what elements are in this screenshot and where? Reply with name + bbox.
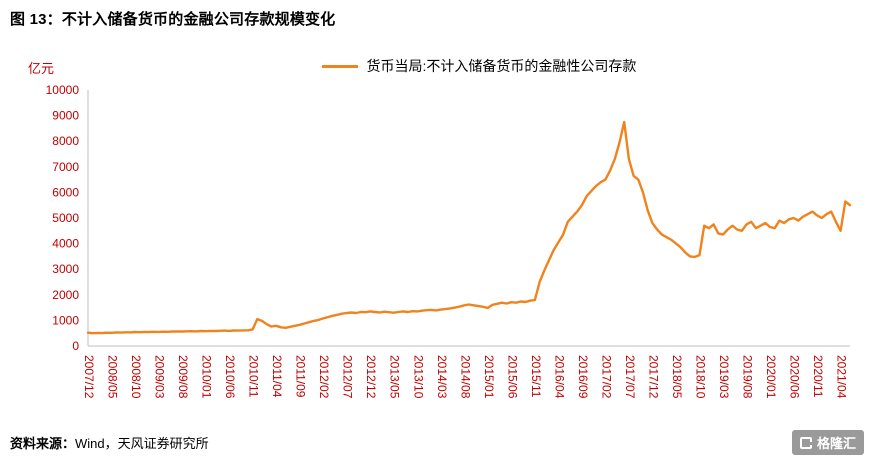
chart-legend: 货币当局:不计入储备货币的金融性公司存款 [0,56,872,76]
x-tick-label: 2021/04 [835,355,849,399]
x-tick-label: 2013/05 [388,355,402,399]
x-tick-label: 2017/12 [646,355,660,399]
y-tick-label: 8000 [52,134,79,148]
y-tick-label: 3000 [52,262,79,276]
legend-label: 货币当局:不计入储备货币的金融性公司存款 [366,58,637,74]
series-line [86,120,852,335]
x-tick-label: 2017/02 [599,355,613,399]
x-tick-label: 2014/08 [458,355,472,399]
x-tick-label: 2016/09 [576,355,590,399]
x-tick-label: 2015/11 [529,355,543,398]
source-note: 资料来源：Wind，天风证券研究所 [10,433,209,452]
gelonghui-logo: 格隆汇 [791,430,864,455]
x-tick-label: 2011/04 [270,355,284,398]
x-tick-label: 2020/01 [764,355,778,399]
y-tick-label: 4000 [52,237,79,251]
legend-line-swatch [321,64,358,68]
x-tick-label: 2013/10 [411,355,425,399]
figure-title: 图 13：不计入储备货币的金融公司存款规模变化 [10,11,336,28]
x-tick-label: 2015/01 [482,355,496,399]
x-tick-label: 2012/07 [341,355,355,399]
x-tick-label: 2016/04 [552,355,566,399]
x-tick-label: 2020/11 [811,355,825,398]
x-tick-label: 2020/06 [788,355,802,399]
y-tick-label: 10000 [46,83,80,97]
source-text: Wind，天风证券研究所 [75,436,209,451]
y-tick-label: 2000 [52,288,79,302]
x-tick-label: 2008/10 [129,355,143,399]
y-tick-label: 6000 [52,185,79,199]
x-tick-label: 2010/01 [200,355,214,399]
gelonghui-logo-text: 格隆汇 [816,436,856,451]
x-tick-label: 2007/12 [82,355,96,399]
y-tick-label: 9000 [52,109,79,123]
x-tick-label: 2010/11 [247,355,261,398]
x-tick-label: 2018/05 [670,355,684,399]
x-tick-label: 2012/02 [317,355,331,399]
plot-svg: 0 1000 2000 3000 4000 5000 6000 7000 8000 9000 100… [46,83,852,399]
y-tick-label: 0 [72,339,79,353]
x-tick-label: 2014/03 [435,355,449,399]
source-label: 资料来源： [10,436,76,451]
y-tick-label: 5000 [52,211,79,225]
x-tick-label: 2011/09 [294,355,308,398]
x-tick-label: 2012/12 [364,355,378,399]
y-tick-label: 7000 [52,160,79,174]
x-tick-label: 2010/06 [223,355,237,399]
y-axis-unit-label: 亿元 [28,61,55,76]
x-tick-label: 2009/03 [153,355,167,399]
x-tick-label: 2015/06 [505,355,519,399]
x-tick-label: 2017/07 [623,355,637,399]
gelonghui-logo-icon [799,436,812,449]
x-tick-label: 2009/08 [176,355,190,399]
x-tick-label: 2019/08 [741,355,755,399]
x-tick-label: 2019/03 [717,355,731,399]
y-tick-label: 1000 [52,313,79,327]
x-tick-label: 2008/05 [106,355,120,399]
x-tick-label: 2018/10 [693,355,707,399]
